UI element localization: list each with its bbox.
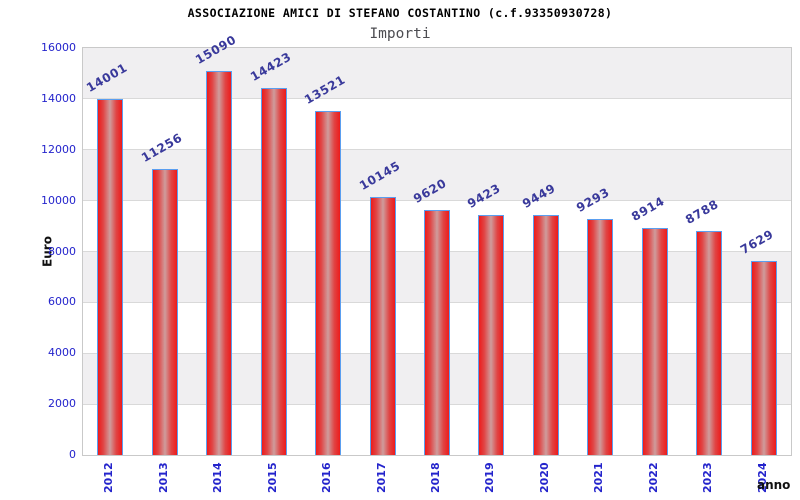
bar-2019 <box>478 215 505 455</box>
bar-2015 <box>260 88 287 455</box>
x-tick-label: 2017 <box>374 462 388 493</box>
x-tick-label: 2014 <box>211 462 225 493</box>
plot-area <box>82 47 792 456</box>
bar-2020 <box>532 214 559 455</box>
y-tick-label: 6000 <box>48 295 76 309</box>
bar-2023 <box>696 231 723 455</box>
x-tick-label: 2013 <box>156 462 170 493</box>
bar-2012 <box>97 98 124 455</box>
bar-2021 <box>587 218 614 455</box>
gridline <box>83 98 791 100</box>
x-tick-label: 2019 <box>483 462 497 493</box>
chart-title: ASSOCIAZIONE AMICI DI STEFANO COSTANTINO… <box>187 6 613 20</box>
x-tick-label: 2015 <box>265 462 279 493</box>
x-tick-label: 2020 <box>537 462 551 493</box>
bar-2016 <box>315 111 342 455</box>
x-tick-label: 2022 <box>646 462 660 493</box>
x-tick-label: 2021 <box>592 462 606 493</box>
y-tick-label: 16000 <box>41 41 76 54</box>
y-tick-label: 12000 <box>41 142 76 156</box>
chart-subtitle: Importi <box>369 26 431 42</box>
y-tick-label: 10000 <box>41 193 76 207</box>
y-tick-label: 2000 <box>48 397 76 411</box>
x-tick-label: 2012 <box>102 462 116 493</box>
x-tick-label: 2018 <box>429 462 442 493</box>
x-tick-label: 2023 <box>701 462 715 493</box>
gridline <box>83 200 791 202</box>
bar-2022 <box>641 228 668 455</box>
x-tick-label: 2016 <box>320 462 334 493</box>
y-tick-label: 14000 <box>41 91 76 105</box>
y-tick-label: 0 <box>69 448 76 461</box>
x-axis-title: anno <box>757 478 791 492</box>
gridline <box>83 149 791 151</box>
bar-2013 <box>151 168 178 455</box>
bar-2017 <box>369 196 396 455</box>
bar-2024 <box>750 260 777 455</box>
bar-2018 <box>424 210 450 455</box>
bar-2014 <box>206 71 233 455</box>
y-tick-label: 4000 <box>48 346 76 360</box>
y-tick-label: 8000 <box>48 244 76 258</box>
